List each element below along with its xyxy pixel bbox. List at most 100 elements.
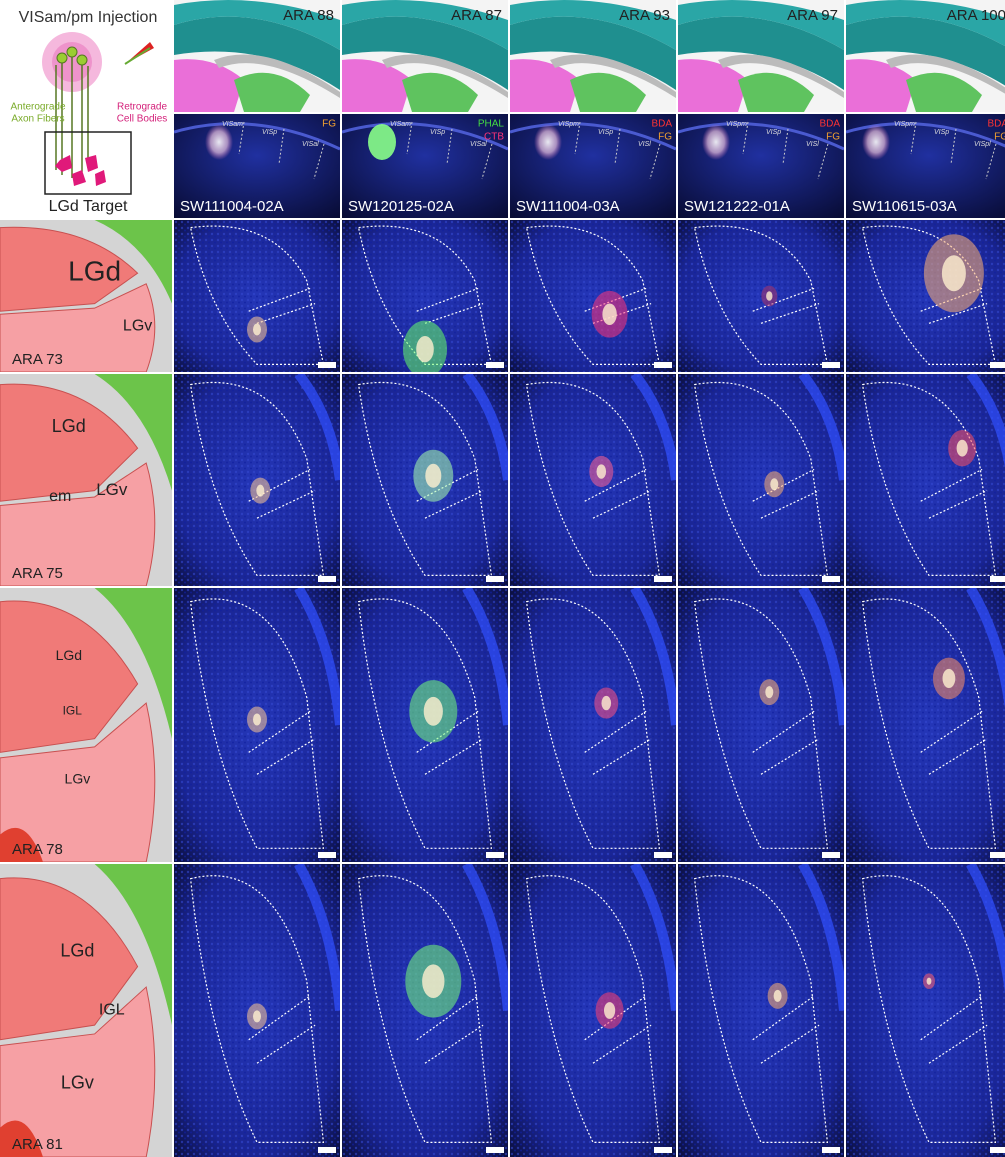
case-id: SW110615-03A xyxy=(852,198,957,215)
atlas-panel: ARA 87 xyxy=(342,0,508,112)
area-label: VISpl xyxy=(974,141,991,148)
label-core xyxy=(602,303,616,325)
area-label: VISl xyxy=(638,141,651,148)
label-core xyxy=(424,697,443,726)
lgn-panel xyxy=(510,220,676,372)
tracer-label: FG xyxy=(658,132,672,143)
lgn-panel xyxy=(678,220,844,372)
cells xyxy=(846,588,1005,862)
region-label: LGv xyxy=(65,771,91,787)
lgn-panel xyxy=(678,588,844,862)
scale-bar xyxy=(654,362,672,368)
region-label: IGL xyxy=(99,1002,125,1019)
scale-bar xyxy=(318,362,336,368)
lgn-panel xyxy=(510,588,676,862)
atlas-panel: ARA 93 xyxy=(510,0,676,112)
atlas-label: ARA 97 xyxy=(787,7,838,24)
lgn-panel xyxy=(342,374,508,586)
atlas-label: ARA 93 xyxy=(619,7,670,24)
case-id: SW111004-02A xyxy=(180,198,284,215)
lgn-panel xyxy=(846,864,1005,1157)
atlas-label: ARA 100 xyxy=(947,7,1005,24)
tracer-label: BDA xyxy=(819,119,840,130)
scale-bar xyxy=(654,576,672,582)
scale-bar xyxy=(486,852,504,858)
scale-bar xyxy=(486,362,504,368)
anterograde-label: Axon Fibers xyxy=(11,114,64,125)
scale-bar xyxy=(822,576,840,582)
label-core xyxy=(774,990,782,1002)
area-label: VISpm xyxy=(558,121,579,128)
label-core xyxy=(765,686,773,698)
area-label: VISpm xyxy=(726,121,747,128)
atlas-label: ARA 87 xyxy=(451,7,502,24)
area-label: VISam xyxy=(222,121,243,128)
tracer-label: BDA xyxy=(651,119,672,130)
injection-panel: VISpm VISp VISl BDA FG SW111004-03A xyxy=(510,114,676,218)
lgn-panel xyxy=(678,374,844,586)
lgn-panel xyxy=(174,864,340,1157)
scale-bar xyxy=(990,362,1005,368)
scale-bar xyxy=(990,576,1005,582)
tracer-label: BDA xyxy=(987,119,1005,130)
scale-bar xyxy=(654,852,672,858)
injection-site xyxy=(368,124,396,160)
lgn-panel xyxy=(678,864,844,1157)
label-core xyxy=(957,440,968,457)
scale-bar xyxy=(990,1147,1005,1153)
atlas-panel: ARA 97 xyxy=(678,0,844,112)
area-label: VISam xyxy=(390,121,411,128)
label-core xyxy=(942,255,966,291)
area-label: VISp xyxy=(598,129,613,136)
label-core xyxy=(256,485,264,497)
scale-bar xyxy=(990,852,1005,858)
label-core xyxy=(416,336,434,362)
scale-bar xyxy=(486,576,504,582)
area-label: VISp xyxy=(262,129,277,136)
lgn-panel xyxy=(174,374,340,586)
lgn-panel xyxy=(342,588,508,862)
injection-panel: VISamVISpVISalFGSW111004-02A xyxy=(174,114,340,218)
label-core xyxy=(604,1002,615,1019)
atlas-label: ARA 73 xyxy=(12,351,63,368)
tracer-label: FG xyxy=(994,132,1005,143)
region-label: LGv xyxy=(96,480,128,499)
lgn-atlas: LGdLGvARA 73 xyxy=(0,220,172,372)
region-label: LGd xyxy=(60,941,94,961)
retrograde-label: Cell Bodies xyxy=(117,114,168,125)
label-core xyxy=(597,464,607,478)
area-label: VISpm xyxy=(894,121,915,128)
cells xyxy=(174,220,340,372)
scale-bar xyxy=(486,1147,504,1153)
lgn-panel xyxy=(342,864,508,1157)
label-core xyxy=(770,478,778,490)
atlas-panel: ARA 100 xyxy=(846,0,1005,112)
anterograde-label: Anterograde xyxy=(10,102,65,113)
lgn-panel xyxy=(510,374,676,586)
scale-bar xyxy=(822,852,840,858)
lgn-panel xyxy=(510,864,676,1157)
region-label: em xyxy=(49,488,71,505)
label-core xyxy=(425,464,441,488)
scale-bar xyxy=(318,852,336,858)
case-id: SW120125-02A xyxy=(348,198,454,215)
label-core xyxy=(422,964,444,998)
lgn-panel xyxy=(342,220,508,378)
scale-bar xyxy=(318,1147,336,1153)
case-id: SW111004-03A xyxy=(516,198,620,215)
label-core xyxy=(943,669,956,688)
tracer-label: PHAL xyxy=(478,119,505,130)
target-label: LGd Target xyxy=(49,198,128,215)
label-core xyxy=(253,1010,261,1022)
region-label: IGL xyxy=(63,703,83,717)
cells xyxy=(846,220,1005,372)
lgn-panel xyxy=(846,588,1005,862)
atlas-label: ARA 81 xyxy=(12,1136,63,1153)
area-label: VISp xyxy=(766,129,781,136)
injection-panel: VISpmVISpVISlBDAFGSW121222-01A xyxy=(678,114,844,218)
injection-site xyxy=(862,124,890,160)
lgn-panel xyxy=(846,374,1005,586)
atlas-label: ARA 78 xyxy=(12,841,63,858)
